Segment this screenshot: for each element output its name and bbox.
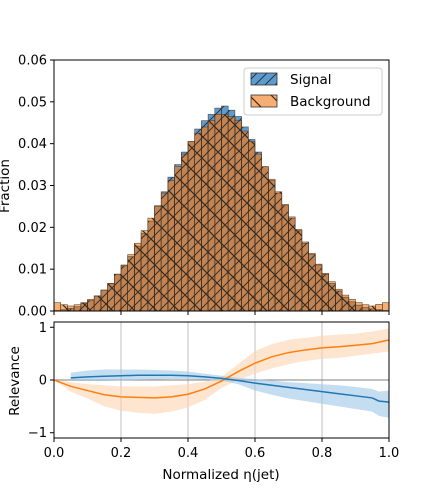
histogram-x-ticks	[53, 311, 390, 315]
relevance-y-tick-label: 0	[39, 374, 47, 389]
relevance-x-ticks: 0.0 0.2 0.4 0.6 0.8 1.0	[44, 438, 400, 461]
relevance-x-tick-label: 0.2	[111, 446, 132, 461]
signal-relevance-line	[70, 374, 389, 403]
histogram-panel: 0.00 0.01 0.02 0.03 0.04 0.05 0.06 Fraction Si…	[0, 54, 390, 320]
relevance-y-tick-label: 1	[39, 321, 47, 336]
relevance-y-label: Relevance	[7, 346, 23, 416]
relevance-panel: −1 0 1 0.0 0.2 0.4 0.6 0.8 1.0 Relevance Normal…	[7, 321, 399, 483]
histogram-bars	[54, 105, 389, 311]
histogram-y-label: Fraction	[0, 159, 13, 213]
histogram-y-tick-label: 0.00	[18, 305, 47, 320]
relevance-x-tick-label: 0.4	[178, 446, 199, 461]
relevance-plot	[54, 328, 389, 418]
legend-signal-label: Signal	[290, 72, 331, 88]
histogram-y-tick-label: 0.05	[18, 95, 47, 110]
relevance-y-tick-label: −1	[28, 426, 47, 441]
legend-background-hatch	[251, 95, 277, 107]
background-relevance-line	[54, 339, 389, 399]
relevance-x-tick-label: 0.0	[44, 446, 65, 461]
legend: Signal Background	[243, 67, 383, 116]
legend-background-label: Background	[290, 94, 371, 110]
histogram-y-tick-label: 0.06	[18, 54, 47, 69]
histogram-y-tick-label: 0.03	[18, 179, 47, 194]
relevance-x-tick-label: 0.8	[312, 446, 333, 461]
relevance-y-ticks: −1 0 1	[28, 321, 54, 441]
legend-signal-hatch	[251, 73, 277, 85]
histogram-y-tick-label: 0.02	[18, 221, 47, 236]
histogram-y-tick-label: 0.04	[18, 137, 47, 152]
legend-frame	[243, 67, 383, 116]
histogram-y-tick-label: 0.01	[18, 263, 47, 278]
histogram-y-ticks: 0.00 0.01 0.02 0.03 0.04 0.05 0.06	[18, 54, 54, 320]
relevance-x-tick-label: 0.6	[245, 446, 266, 461]
relevance-x-tick-label: 1.0	[379, 446, 400, 461]
relevance-x-label: Normalized η(jet)	[162, 467, 279, 483]
